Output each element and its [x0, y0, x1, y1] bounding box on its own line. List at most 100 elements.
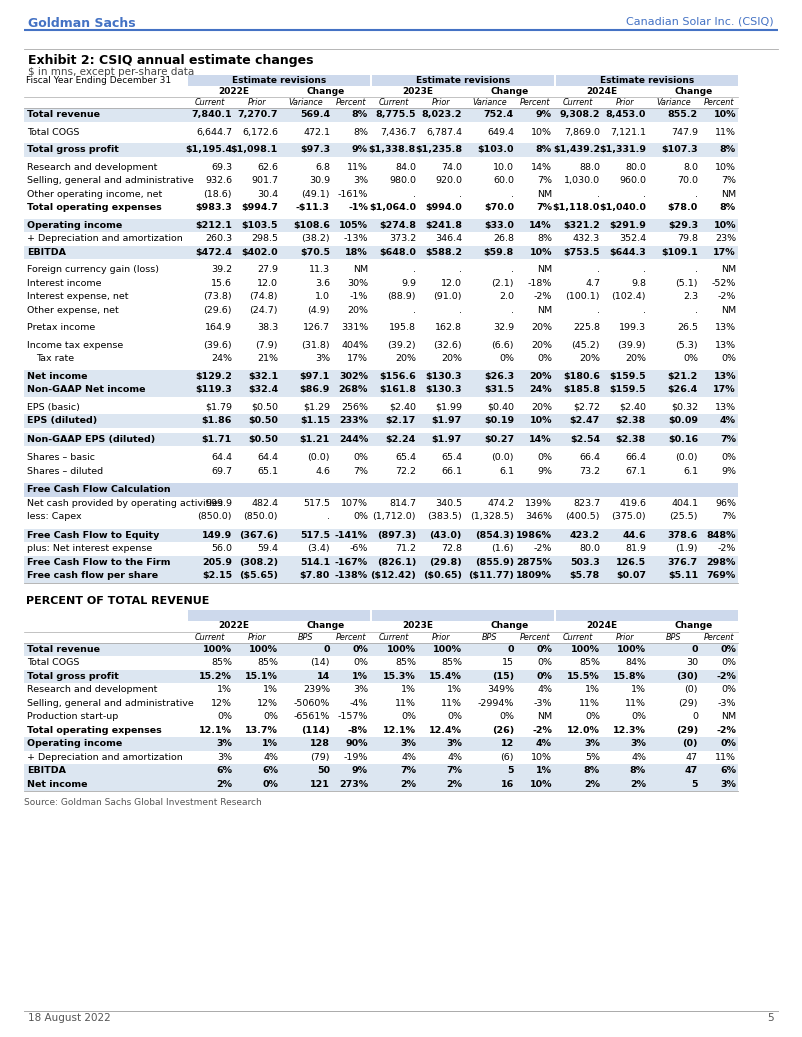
Text: 2022E: 2022E	[218, 621, 249, 630]
Text: 164.9: 164.9	[205, 324, 232, 332]
Text: (400.5): (400.5)	[565, 512, 600, 522]
Text: 162.8: 162.8	[435, 324, 462, 332]
Text: 346.4: 346.4	[435, 234, 462, 244]
Text: 8%: 8%	[537, 234, 552, 244]
Text: 20%: 20%	[347, 306, 368, 315]
Text: 8%: 8%	[630, 766, 646, 776]
Text: 0%: 0%	[537, 453, 552, 463]
Text: 0%: 0%	[536, 672, 552, 680]
Text: 0%: 0%	[263, 712, 278, 722]
Text: 85%: 85%	[257, 658, 278, 667]
Text: 373.2: 373.2	[389, 234, 416, 244]
Text: Other expense, net: Other expense, net	[27, 306, 119, 315]
Text: 14: 14	[317, 672, 330, 680]
Text: 15.8%: 15.8%	[613, 672, 646, 680]
Text: -19%: -19%	[343, 753, 368, 762]
Text: 3%: 3%	[446, 739, 462, 749]
Text: 6.8: 6.8	[315, 163, 330, 172]
Text: 12.0%: 12.0%	[567, 726, 600, 735]
Text: $21.2: $21.2	[668, 371, 698, 381]
Text: 10%: 10%	[715, 163, 736, 172]
Bar	[24, 108, 738, 121]
Text: $119.3: $119.3	[195, 386, 232, 394]
Text: 273%: 273%	[339, 780, 368, 789]
Text: (2.1): (2.1)	[492, 279, 514, 287]
Text: 2%: 2%	[584, 780, 600, 789]
Text: Shares – basic: Shares – basic	[27, 453, 95, 463]
Text: $753.5: $753.5	[564, 248, 600, 257]
Text: 9%: 9%	[352, 766, 368, 776]
Text: $180.6: $180.6	[563, 371, 600, 381]
Bar	[24, 483, 738, 497]
Text: Prior: Prior	[616, 99, 634, 107]
Text: 96%: 96%	[715, 499, 736, 508]
Text: 11%: 11%	[715, 128, 736, 137]
Text: 855.2: 855.2	[668, 110, 698, 119]
Text: 268%: 268%	[338, 386, 368, 394]
Text: 0%: 0%	[401, 712, 416, 722]
Text: ($11.77): ($11.77)	[468, 571, 514, 581]
Text: 9%: 9%	[352, 145, 368, 155]
Text: 8%: 8%	[720, 203, 736, 213]
Text: 66.4: 66.4	[579, 453, 600, 463]
Text: 2.0: 2.0	[499, 292, 514, 302]
Text: Estimate revisions: Estimate revisions	[232, 76, 326, 85]
Text: 999.9: 999.9	[205, 499, 232, 508]
Text: 920.0: 920.0	[435, 176, 462, 186]
Text: -2%: -2%	[718, 544, 736, 554]
Text: 66.1: 66.1	[441, 467, 462, 476]
Text: 4.7: 4.7	[585, 279, 600, 287]
Text: 12.3%: 12.3%	[613, 726, 646, 735]
Text: $2.24: $2.24	[386, 435, 416, 444]
Text: 340.5: 340.5	[435, 499, 462, 508]
Text: 39.2: 39.2	[211, 265, 232, 274]
Text: 1%: 1%	[585, 685, 600, 694]
Bar	[372, 75, 554, 86]
Text: (375.0): (375.0)	[611, 512, 646, 522]
Text: $0.40: $0.40	[487, 402, 514, 412]
Text: -2%: -2%	[716, 672, 736, 680]
Text: BPS: BPS	[298, 633, 314, 642]
Text: 503.3: 503.3	[570, 558, 600, 567]
Text: Current: Current	[379, 633, 409, 642]
Text: 14%: 14%	[529, 435, 552, 444]
Text: 4%: 4%	[401, 753, 416, 762]
Text: $1.29: $1.29	[303, 402, 330, 412]
Text: Change: Change	[307, 87, 345, 96]
Text: $32.1: $32.1	[248, 371, 278, 381]
Text: 11%: 11%	[625, 699, 646, 707]
Text: 7,869.0: 7,869.0	[564, 128, 600, 137]
Text: Change: Change	[674, 621, 713, 630]
Text: 6.1: 6.1	[499, 467, 514, 476]
Text: 11%: 11%	[579, 699, 600, 707]
Text: 1%: 1%	[352, 672, 368, 680]
Text: 12.0: 12.0	[257, 279, 278, 287]
Text: .: .	[413, 265, 416, 274]
Text: (49.1): (49.1)	[302, 190, 330, 199]
Bar	[24, 569, 738, 583]
Text: (43.0): (43.0)	[430, 531, 462, 539]
Text: (31.8): (31.8)	[302, 341, 330, 349]
Text: 932.6: 932.6	[205, 176, 232, 186]
Text: 100%: 100%	[387, 645, 416, 653]
Text: (25.5): (25.5)	[670, 512, 698, 522]
Text: Foreign currency gain (loss): Foreign currency gain (loss)	[27, 265, 159, 274]
Text: 2022E: 2022E	[218, 87, 249, 96]
Text: 5: 5	[508, 766, 514, 776]
Text: 105%: 105%	[339, 221, 368, 230]
Text: BPS: BPS	[482, 633, 498, 642]
Text: 205.9: 205.9	[202, 558, 232, 567]
Text: Prior: Prior	[248, 99, 266, 107]
Text: $994.7: $994.7	[241, 203, 278, 213]
Text: 1%: 1%	[262, 739, 278, 749]
Text: 3%: 3%	[216, 739, 232, 749]
Text: 752.4: 752.4	[484, 110, 514, 119]
Text: $26.3: $26.3	[484, 371, 514, 381]
Text: 3%: 3%	[630, 739, 646, 749]
Text: 331%: 331%	[341, 324, 368, 332]
Text: 0%: 0%	[721, 453, 736, 463]
Text: ($5.65): ($5.65)	[239, 571, 278, 581]
Text: $472.4: $472.4	[195, 248, 232, 257]
Text: .: .	[643, 306, 646, 315]
Text: Current: Current	[563, 633, 593, 642]
